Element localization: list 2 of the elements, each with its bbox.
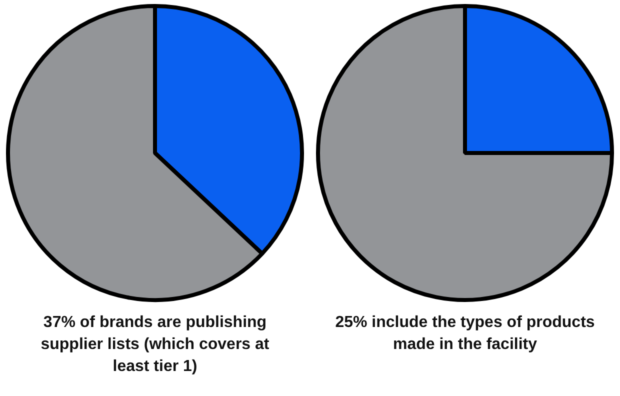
text: 25% include the types of products made in the facility <box>335 313 595 355</box>
text: 37% of brands are publishing supplier lists (which covers at least tier 1) <box>40 313 270 377</box>
